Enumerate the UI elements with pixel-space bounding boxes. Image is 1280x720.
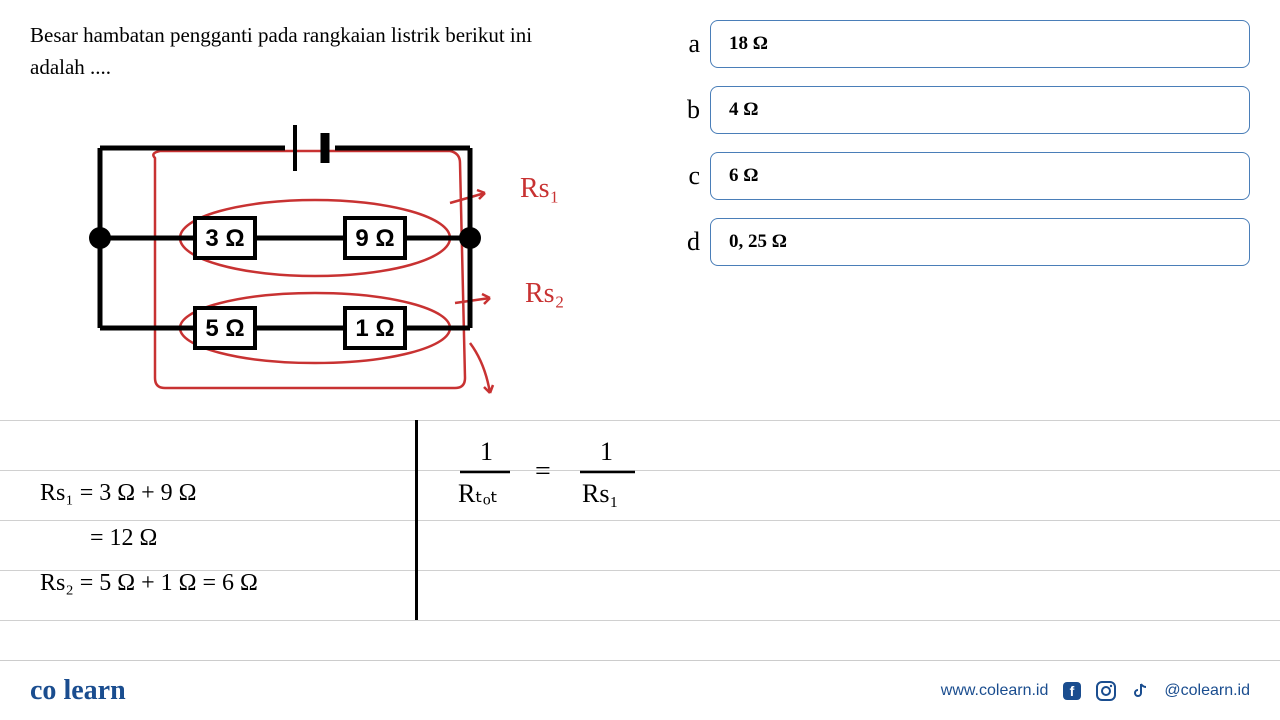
handwriting-line3: Rs₂ = 5 Ω + 1 Ω = 6 Ω bbox=[40, 570, 258, 597]
annotation-rs2: Rs₂ bbox=[525, 278, 564, 310]
handwriting-line2: = 12 Ω bbox=[90, 525, 157, 552]
option-letter: d bbox=[670, 227, 700, 257]
resistor-r4: 1 Ω bbox=[355, 315, 394, 342]
footer: co learn www.colearn.id f @colearn.id bbox=[0, 660, 1280, 720]
footer-url[interactable]: www.colearn.id bbox=[941, 682, 1049, 700]
circuit-diagram: 3 Ω 9 Ω 5 Ω 1 Ω Rs₁ Rs₂ bbox=[70, 113, 570, 393]
tiktok-icon[interactable] bbox=[1130, 681, 1150, 701]
question-line1: Besar hambatan pengganti pada rangkaian … bbox=[30, 23, 532, 47]
svg-text:Rs₁: Rs₁ bbox=[582, 479, 619, 508]
option-c[interactable]: c 6 Ω bbox=[670, 152, 1250, 200]
option-letter: a bbox=[670, 29, 700, 59]
option-a[interactable]: a 18 Ω bbox=[670, 20, 1250, 68]
option-letter: c bbox=[670, 161, 700, 191]
annotation-rs1: Rs₁ bbox=[520, 173, 559, 205]
handwriting-line1: Rs₁ = 3 Ω + 9 Ω bbox=[40, 480, 196, 507]
svg-text:1: 1 bbox=[480, 437, 493, 466]
question-text: Besar hambatan pengganti pada rangkaian … bbox=[30, 20, 650, 83]
option-b[interactable]: b 4 Ω bbox=[670, 86, 1250, 134]
svg-text:Rₜₒₜ: Rₜₒₜ bbox=[458, 479, 498, 508]
footer-handle[interactable]: @colearn.id bbox=[1164, 682, 1250, 700]
resistor-r3: 5 Ω bbox=[205, 315, 244, 342]
option-value: 4 Ω bbox=[710, 86, 1250, 134]
resistor-r1: 3 Ω bbox=[205, 225, 244, 252]
facebook-icon[interactable]: f bbox=[1062, 681, 1082, 701]
brand-learn: learn bbox=[63, 675, 125, 706]
svg-text:1: 1 bbox=[600, 437, 613, 466]
option-letter: b bbox=[670, 95, 700, 125]
options-list: a 18 Ω b 4 Ω c 6 Ω d 0, 25 Ω bbox=[670, 20, 1250, 393]
instagram-icon[interactable] bbox=[1096, 681, 1116, 701]
resistor-r2: 9 Ω bbox=[355, 225, 394, 252]
option-value: 18 Ω bbox=[710, 20, 1250, 68]
svg-text:f: f bbox=[1070, 683, 1075, 699]
work-divider bbox=[415, 420, 418, 620]
brand-co: co bbox=[30, 675, 56, 706]
svg-text:=: = bbox=[535, 456, 551, 487]
handwriting-fraction: 1 Rₜₒₜ = 1 Rs₁ bbox=[450, 430, 670, 525]
option-value: 6 Ω bbox=[710, 152, 1250, 200]
option-value: 0, 25 Ω bbox=[710, 218, 1250, 266]
option-d[interactable]: d 0, 25 Ω bbox=[670, 218, 1250, 266]
brand-logo: co learn bbox=[30, 675, 126, 707]
question-line2: adalah .... bbox=[30, 55, 111, 79]
